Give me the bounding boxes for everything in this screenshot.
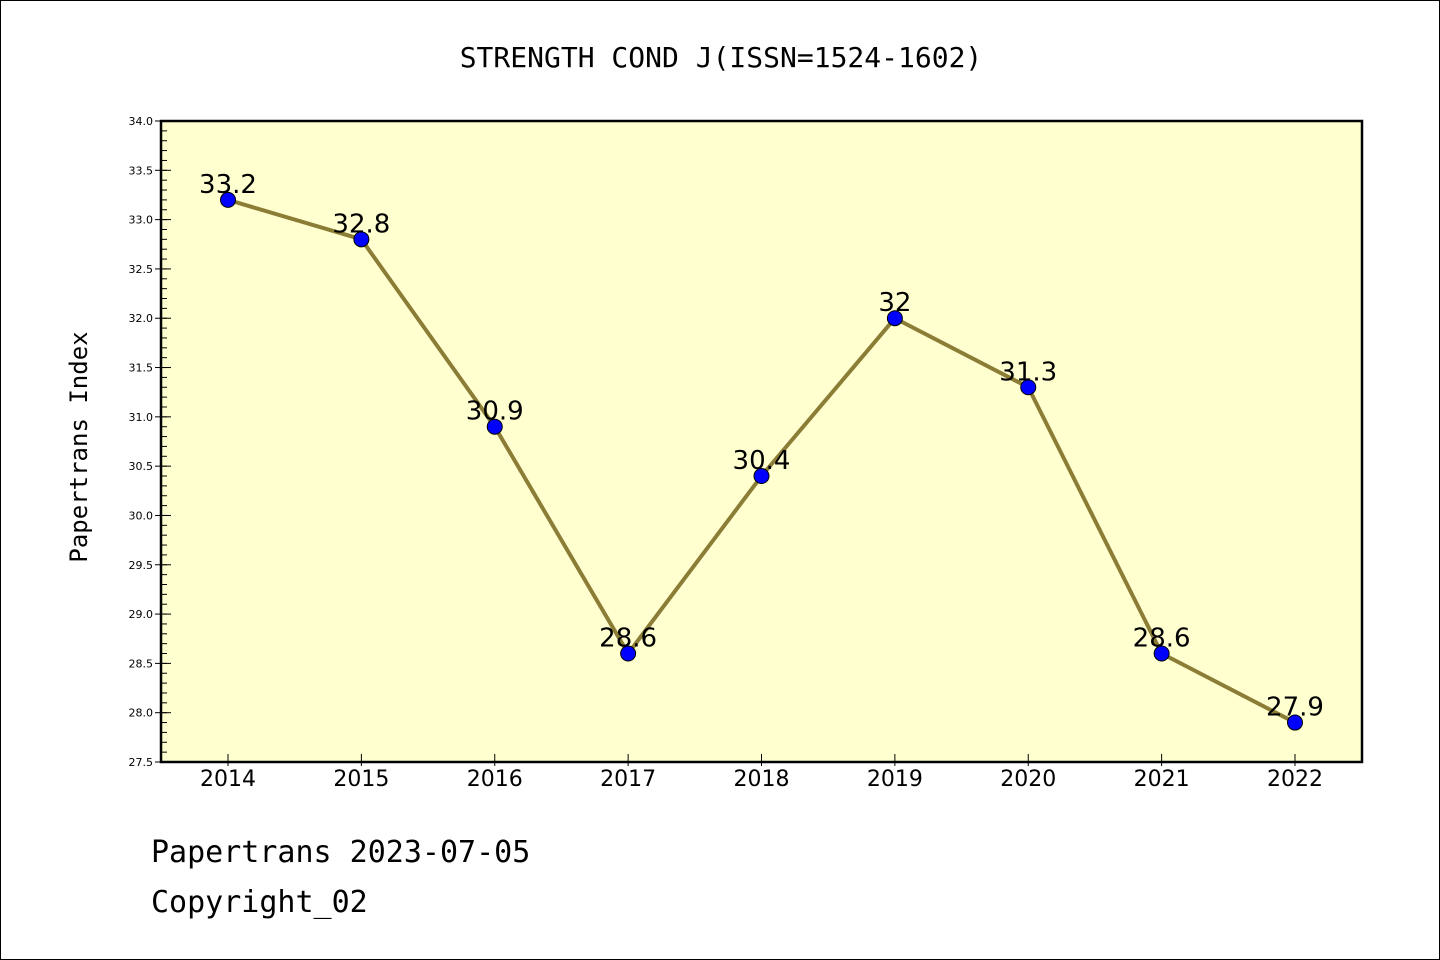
data-label: 30.4 bbox=[733, 446, 791, 476]
x-tick-label: 2015 bbox=[333, 767, 389, 792]
data-point-marker bbox=[1020, 379, 1037, 396]
y-tick-label: 30.0 bbox=[129, 509, 154, 522]
x-tick-label: 2014 bbox=[200, 767, 256, 792]
plot-border bbox=[159, 119, 1364, 764]
x-tick-label: 2020 bbox=[1000, 767, 1056, 792]
y-tick-label: 34.0 bbox=[129, 115, 154, 128]
y-axis-label: Papertrans Index bbox=[65, 331, 93, 562]
footer-copyright-text: Copyright_02 bbox=[151, 885, 368, 920]
data-label: 33.2 bbox=[199, 170, 257, 200]
data-point-marker bbox=[620, 645, 637, 662]
x-tick-label: 2016 bbox=[467, 767, 523, 792]
data-point-marker bbox=[886, 310, 903, 327]
data-point-marker bbox=[353, 231, 370, 248]
y-tick-label: 29.5 bbox=[129, 559, 154, 572]
data-label: 32.8 bbox=[332, 209, 390, 239]
footer-date-text: Papertrans 2023-07-05 bbox=[151, 835, 531, 870]
y-tick-label: 31.5 bbox=[129, 362, 154, 375]
data-label: 30.9 bbox=[466, 397, 524, 427]
data-label: 28.6 bbox=[599, 624, 657, 654]
data-point-marker bbox=[486, 418, 503, 435]
data-point-marker bbox=[1153, 645, 1170, 662]
y-tick-label: 33.5 bbox=[129, 164, 154, 177]
x-tick-label: 2019 bbox=[867, 767, 923, 792]
x-tick-label: 2018 bbox=[734, 767, 790, 792]
x-tick-label: 2021 bbox=[1134, 767, 1190, 792]
data-label: 31.3 bbox=[999, 357, 1057, 387]
y-tick-label: 28.0 bbox=[129, 707, 154, 720]
data-point-marker bbox=[753, 468, 770, 485]
y-tick-label: 33.0 bbox=[129, 214, 154, 227]
y-tick-label: 29.0 bbox=[129, 608, 154, 621]
x-tick-label: 2017 bbox=[600, 767, 656, 792]
data-label: 28.6 bbox=[1133, 624, 1191, 654]
data-label: 27.9 bbox=[1266, 693, 1324, 723]
x-tick-label: 2022 bbox=[1267, 767, 1323, 792]
y-tick-label: 27.5 bbox=[129, 756, 154, 769]
data-point-marker bbox=[1287, 714, 1303, 731]
y-tick-label: 28.5 bbox=[129, 657, 154, 670]
y-tick-label: 31.0 bbox=[129, 411, 154, 424]
data-point-marker bbox=[220, 191, 236, 208]
y-tick-label: 32.0 bbox=[129, 312, 154, 325]
y-tick-label: 30.5 bbox=[129, 460, 154, 473]
chart-title: STRENGTH COND J(ISSN=1524-1602) bbox=[460, 41, 983, 74]
y-tick-label: 32.5 bbox=[129, 263, 154, 276]
data-label: 32 bbox=[878, 288, 911, 318]
